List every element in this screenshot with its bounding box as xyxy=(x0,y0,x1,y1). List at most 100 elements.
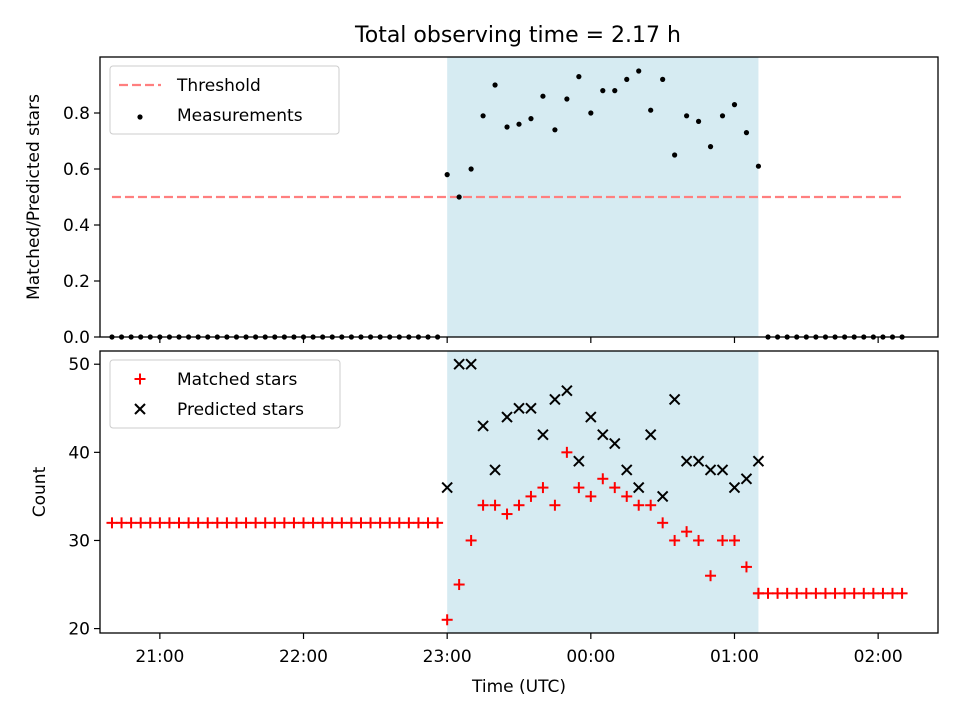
measurement-point xyxy=(731,102,738,108)
matched-stars-point xyxy=(621,490,633,502)
measurement-point xyxy=(516,121,522,127)
predicted-x-b xyxy=(585,411,597,423)
predicted-x-b xyxy=(692,455,705,467)
predicted-stars-point xyxy=(644,429,657,441)
matched-stars-point xyxy=(839,587,851,599)
matched-stars-point xyxy=(819,587,831,599)
measurement-point xyxy=(552,127,558,133)
predicted-x-b xyxy=(513,402,525,414)
matched-stars-point xyxy=(250,517,262,529)
x-tick-label: 01:00 xyxy=(710,647,759,667)
matched-stars-point xyxy=(288,517,300,529)
matched-stars-point xyxy=(422,517,434,529)
predicted-x-b xyxy=(644,429,657,441)
matched-stars-point xyxy=(269,517,281,529)
matched-stars-point xyxy=(489,499,501,511)
matched-stars-point xyxy=(728,534,740,546)
matched-stars-point xyxy=(355,517,367,529)
measurement-point xyxy=(719,113,726,119)
measurement-point xyxy=(480,113,486,119)
measurement-point xyxy=(707,144,714,150)
matched-stars-point xyxy=(800,587,812,599)
matched-stars-point xyxy=(762,587,774,599)
matched-stars-point xyxy=(537,482,549,494)
matched-stars-point xyxy=(609,482,621,494)
predicted-x-b xyxy=(465,358,477,370)
matched-stars-point xyxy=(345,517,357,529)
matched-stars-point xyxy=(657,517,669,529)
measurement-point xyxy=(660,76,666,82)
y-tick-label: 30 xyxy=(68,531,90,551)
measurement-point xyxy=(684,113,690,119)
matched-stars-point xyxy=(163,517,175,529)
measurement-point xyxy=(588,110,594,116)
observing-window-shade xyxy=(447,57,759,337)
predicted-stars-point xyxy=(537,429,549,441)
matched-stars-point xyxy=(867,587,879,599)
matched-stars-point xyxy=(412,517,424,529)
predicted-x-b xyxy=(501,411,513,423)
measurement-point xyxy=(528,116,534,122)
matched-stars-point xyxy=(752,587,764,599)
measurement-point xyxy=(576,74,582,80)
measurement-point xyxy=(612,88,618,94)
matched-stars-point xyxy=(453,579,465,591)
predicted-x-b xyxy=(740,473,753,485)
matched-stars-point xyxy=(154,517,166,529)
matched-stars-point xyxy=(230,517,242,529)
matched-stars-point xyxy=(549,499,561,511)
measurement-point xyxy=(468,166,474,172)
matched-stars-point xyxy=(597,473,609,485)
predicted-x-b xyxy=(537,429,549,441)
predicted-x-b xyxy=(525,402,537,414)
matched-stars-point xyxy=(561,446,573,458)
measurement-point xyxy=(672,152,678,158)
y-tick-label: 0.2 xyxy=(63,272,90,292)
predicted-stars-point xyxy=(489,464,501,476)
predicted-stars-point xyxy=(656,490,669,503)
measurement-point xyxy=(624,76,630,82)
matched-stars-point xyxy=(317,517,329,529)
measurement-point xyxy=(648,107,654,113)
predicted-stars-point xyxy=(573,455,585,467)
matched-stars-point xyxy=(669,534,681,546)
predicted-x-b xyxy=(704,464,717,476)
predicted-x-b xyxy=(716,464,729,476)
predicted-stars-point xyxy=(585,411,597,423)
predicted-x-b xyxy=(752,455,765,467)
predicted-stars-point xyxy=(752,455,765,467)
matched-stars-point xyxy=(106,517,118,529)
predicted-stars-point xyxy=(513,402,525,414)
matched-stars-point xyxy=(877,587,889,599)
y-tick-label: 50 xyxy=(68,355,90,375)
matched-stars-point xyxy=(772,587,784,599)
matched-stars-point xyxy=(432,517,444,529)
matched-stars-point xyxy=(211,517,223,529)
matched-stars-point xyxy=(125,517,137,529)
bottom-panel: 20 30 40 50 21:00 22:00 23:00 00:00 01:00 02:00 Co… xyxy=(30,350,939,697)
matched-stars-point xyxy=(896,587,908,599)
matched-stars-point xyxy=(717,534,729,546)
predicted-stars-point xyxy=(477,420,489,432)
matched-stars-point xyxy=(525,490,537,502)
predicted-x-b xyxy=(609,437,621,450)
x-axis-label: Time (UTC) xyxy=(471,677,566,697)
matched-stars-point xyxy=(573,482,585,494)
y-tick-label: 20 xyxy=(68,620,90,640)
legend: Matched stars Predicted stars xyxy=(109,359,341,429)
predicted-stars-point xyxy=(453,358,465,370)
matched-stars-point xyxy=(681,526,693,538)
matched-stars-point xyxy=(477,499,489,511)
measurement-point xyxy=(492,82,498,88)
predicted-stars-point xyxy=(728,481,741,494)
legend-predicted-swatch-b xyxy=(134,403,146,415)
measurement-point xyxy=(695,118,702,124)
legend: Threshold Measurements xyxy=(109,65,340,135)
measurement-point xyxy=(444,172,450,178)
y-axis-label: Matched/Predicted stars xyxy=(24,94,44,300)
legend-box xyxy=(109,359,341,429)
matched-stars-point xyxy=(441,614,453,626)
y-tick-label: 0.0 xyxy=(63,328,90,348)
predicted-stars-point xyxy=(716,464,729,476)
